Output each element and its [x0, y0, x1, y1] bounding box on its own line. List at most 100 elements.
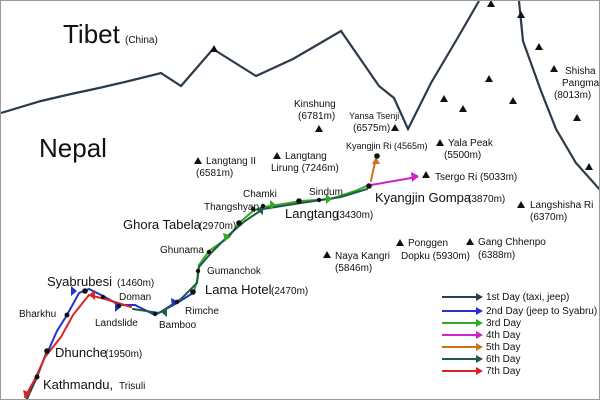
dot-langtang [296, 198, 302, 204]
legend: 1st Day (taxi, jeep) 2nd Day (jeep to Sy… [442, 292, 597, 377]
place-landslide: Landslide [95, 318, 138, 329]
place-syabrubesi: Syabrubesi [47, 274, 112, 289]
place-lama-hotel: Lama Hotel [205, 282, 272, 297]
dot-kyangjin-gompa [366, 183, 372, 189]
peak-yansa-alt: (6575m) [353, 123, 390, 134]
dot-gumanchok [195, 268, 201, 274]
place-kyangjin-gompa: Kyangjin Gompa [375, 190, 472, 205]
legend-arrow [476, 307, 483, 315]
legend-arrow [476, 343, 483, 351]
region-nepal: Nepal [39, 133, 107, 163]
border-line-right [517, 1, 599, 191]
place-labels: Chamki Thangshyap Sindum Ghora Tabela (2… [19, 187, 505, 392]
legend-arrow [476, 367, 483, 375]
legend-label: 2nd Day (jeep to Syabru) [486, 306, 597, 317]
region-tibet: Tibet [63, 19, 121, 49]
legend-arrow [476, 331, 483, 339]
legend-label: 7th Day [486, 366, 520, 377]
dot-landslide [116, 303, 122, 309]
place-ghunama: Ghunama [160, 245, 204, 256]
peak-marker [323, 251, 331, 258]
peak-marker [210, 45, 218, 52]
peak-marker [485, 75, 493, 82]
route-arrow [223, 233, 229, 242]
place-ghora-tabela: Ghora Tabela [123, 217, 202, 232]
place-lama-alt: (2470m) [271, 286, 308, 297]
legend-label: 5th Day [486, 342, 520, 353]
route-arrow [23, 390, 31, 399]
place-bharkhu: Bharkhu [19, 309, 56, 320]
place-rimche: Rimche [185, 306, 219, 317]
legend-item-day5: 5th Day [442, 342, 520, 353]
peak-marker [517, 11, 525, 18]
peak-shisha-name: Shisha [565, 66, 596, 77]
peak-marker [396, 239, 404, 246]
place-sindum: Sindum [309, 187, 343, 198]
peak-yala-alt: (5500m) [444, 150, 481, 161]
dot-chamki [260, 203, 266, 209]
place-dhunche-alt: (1950m) [105, 349, 142, 360]
route-arrow [89, 290, 95, 300]
peak-gang-name: Gang Chhenpo [478, 237, 546, 248]
peak-langshisha-alt: (6370m) [530, 212, 567, 223]
place-langtang: Langtang [285, 206, 339, 221]
peak-marker [315, 125, 323, 132]
peak-marker [573, 114, 581, 121]
dot-thangshyap [250, 206, 256, 212]
dot-bamboo [152, 311, 158, 317]
peak-shisha-name2: Pangma [562, 78, 600, 89]
peak-marker [194, 157, 202, 164]
legend-item-day2: 2nd Day (jeep to Syabru) [442, 306, 597, 317]
peak-lirung-name: Langtang [285, 151, 327, 162]
dot-ghora-tabela [236, 220, 242, 226]
place-dhunche: Dhunche [55, 345, 107, 360]
dot-kyangjin-ri [374, 153, 380, 159]
peak-marker [440, 95, 448, 102]
peak-yala-name: Yala Peak [448, 138, 494, 149]
peak-langshisha-name: Langshisha Ri [530, 200, 593, 211]
place-doman: Doman [119, 292, 151, 303]
peak-marker [459, 105, 467, 112]
legend-label: 1st Day (taxi, jeep) [486, 292, 569, 303]
route-arrow [270, 200, 276, 210]
legend-arrow [476, 355, 483, 363]
route-arrow [171, 298, 177, 307]
legend-arrow [476, 319, 483, 327]
peak-shisha-alt: (8013m) [554, 90, 591, 101]
dot-kathmandu [34, 374, 40, 380]
peak-marker [422, 171, 430, 178]
legend-item-day6: 6th Day [442, 354, 520, 365]
peak-ponggen-alt: Dopku (5930m) [401, 251, 470, 262]
legend-item-day4: 4th Day [442, 330, 520, 341]
place-chamki: Chamki [243, 189, 277, 200]
legend-item-day7: 7th Day [442, 366, 520, 377]
dot-bharkhu [64, 312, 70, 318]
dot-ghunama [206, 249, 212, 255]
peak-kyangjinri: Kyangjin Ri (4565m) [346, 141, 428, 151]
place-kathmandu-sub: Trisuli [119, 381, 145, 392]
peak-marker [391, 124, 399, 131]
peak-naya-alt: (5846m) [335, 263, 372, 274]
route-day4 [370, 176, 418, 186]
peak-marker [436, 139, 444, 146]
peak-marker [466, 238, 474, 245]
place-syabrubesi-alt: (1460m) [117, 278, 154, 289]
place-gumanchok: Gumanchok [207, 266, 262, 277]
legend-label: 3rd Day [486, 318, 521, 329]
region-tibet-sub: (China) [125, 35, 158, 46]
route-arrow [326, 194, 332, 204]
peak-marker [509, 97, 517, 104]
place-thangshyap: Thangshyap [204, 202, 259, 213]
dot-doman [100, 294, 106, 300]
dot-syabrubesi [82, 288, 88, 294]
route-arrow [372, 157, 380, 164]
place-ghora-alt: (2970m) [199, 221, 236, 232]
peak-ponggen-name: Ponggen [408, 238, 448, 249]
peak-yansa-name: Yansa Tsenji [349, 111, 399, 121]
dot-rimche [174, 299, 180, 305]
route-arrow [71, 286, 77, 296]
route-arrow [411, 172, 419, 182]
peak-marker [550, 65, 558, 72]
dot-dhunche [44, 348, 50, 354]
